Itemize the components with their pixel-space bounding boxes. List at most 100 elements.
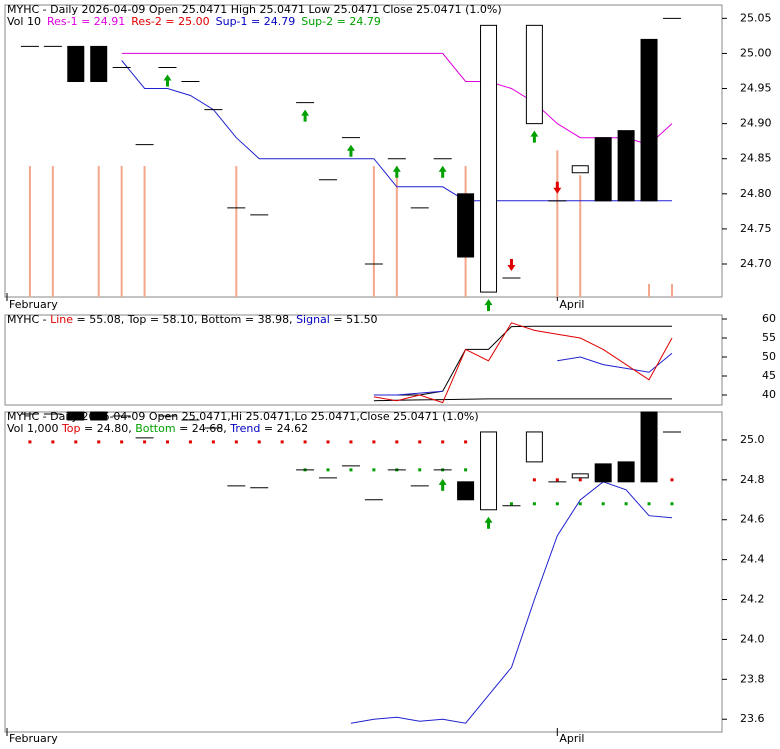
candle-body — [525, 24, 543, 125]
buy-arrow — [392, 165, 401, 178]
header-text: Vol 10 — [7, 15, 41, 28]
line-series — [121, 52, 673, 146]
line-dot — [74, 440, 78, 444]
candle-body — [457, 193, 475, 258]
header-text: Line — [50, 313, 73, 326]
line-dot — [532, 502, 536, 506]
header-text: Signal — [296, 313, 330, 326]
line-dot — [326, 468, 330, 472]
buy-arrow — [301, 109, 310, 122]
candle-body — [617, 461, 635, 483]
line-dot — [372, 440, 376, 444]
header-text: Res-2 = 25.00 — [131, 15, 209, 28]
line-dot — [211, 440, 215, 444]
buy-arrow — [438, 478, 447, 491]
header-text: = 24.62 — [260, 422, 308, 435]
candle-body — [90, 45, 108, 83]
line-dot — [234, 440, 238, 444]
line-dot — [166, 440, 170, 444]
y-tick-label: 50 — [762, 350, 776, 363]
buy-arrow — [346, 144, 355, 157]
y-tick-label: 25.05 — [740, 11, 772, 24]
header-text: Trend — [229, 422, 260, 435]
line-dot — [143, 440, 147, 444]
y-tick-label: 24.6 — [740, 513, 765, 526]
x-tick-label: February — [9, 732, 58, 745]
line-series — [373, 352, 673, 396]
y-tick-label: 23.8 — [740, 672, 765, 685]
line-dot — [418, 468, 422, 472]
line-series — [373, 322, 673, 404]
y-tick-label: 25.0 — [740, 433, 765, 446]
header-text: Top — [61, 422, 81, 435]
y-tick-label: 23.6 — [740, 712, 765, 725]
x-tick-label: April — [559, 732, 584, 745]
panel: 40 45 50 55 60 MYHC - Line = 55.08, Top = 58.… — [4, 312, 776, 406]
candle-body — [571, 165, 589, 174]
line-dot — [464, 468, 468, 472]
candle-body — [90, 411, 108, 421]
line-dot — [51, 440, 55, 444]
line-dot — [303, 440, 307, 444]
buy-arrow — [438, 165, 447, 178]
line-dot — [349, 468, 353, 472]
panel-header: Vol 1,000 Top = 24.80, Bottom = 24.68, T… — [7, 422, 308, 435]
line-series — [373, 398, 672, 402]
volume-bar — [556, 150, 559, 297]
y-tick-label: 24.95 — [740, 82, 772, 95]
volume-bar — [51, 166, 54, 297]
candle-body — [457, 481, 475, 501]
x-tick-label: April — [559, 298, 584, 311]
panel-header: Vol 10 Res-1 = 24.91 Res-2 = 25.00 Sup-1 = … — [7, 15, 381, 28]
line-dot — [532, 478, 536, 482]
y-tick-label: 45 — [762, 369, 776, 382]
volume-bar — [120, 166, 123, 297]
y-tick-label: 24.85 — [740, 152, 772, 165]
candle-body — [617, 130, 635, 202]
line-dot — [670, 502, 674, 506]
volume-bar — [235, 166, 238, 297]
line-dot — [464, 440, 468, 444]
volume-bar — [97, 166, 100, 297]
header-text: Sup-2 = 24.79 — [301, 15, 381, 28]
y-tick-label: 24.80 — [740, 187, 772, 200]
candle-body — [480, 431, 498, 511]
y-tick-label: 25.00 — [740, 46, 772, 59]
candle-body — [67, 45, 85, 83]
y-tick-label: 24.0 — [740, 632, 765, 645]
line-dot — [578, 478, 582, 482]
line-dot — [349, 440, 353, 444]
candle-body — [571, 473, 589, 479]
panel-frame — [4, 314, 723, 406]
candle-body — [480, 24, 498, 293]
header-text: Vol 1,000 — [7, 422, 62, 435]
sell-arrow — [507, 259, 516, 272]
line-dot — [670, 478, 674, 482]
header-text: = 55.08, Top = 58.10, Bottom = 38.98, — [73, 313, 296, 326]
volume-bar — [143, 166, 146, 297]
sell-arrow — [553, 181, 562, 194]
panel-frame — [4, 4, 723, 298]
line-dot — [280, 440, 284, 444]
header-text: = 24.80, — [81, 422, 136, 435]
y-tick-label: 40 — [762, 388, 776, 401]
y-tick-label: 24.2 — [740, 593, 765, 606]
panel: 24.70 24.75 24.80 24.85 24.90 24.95 25.00 25.05… — [4, 3, 772, 312]
line-dot — [418, 440, 422, 444]
header-text: = 24.68, — [176, 422, 231, 435]
volume-bar — [395, 166, 398, 297]
candle-body — [640, 38, 658, 202]
panel-header: MYHC - Line = 55.08, Top = 58.10, Bottom… — [7, 313, 378, 326]
line-dot — [326, 440, 330, 444]
line-dot — [578, 502, 582, 506]
volume-bar — [28, 166, 31, 297]
header-text: Res-1 = 24.91 — [47, 15, 125, 28]
y-tick-label: 24.4 — [740, 553, 765, 566]
header-text: MYHC - Daily 2026-04-09 Open 25.0471 Hig… — [7, 3, 502, 16]
line-series — [350, 481, 673, 724]
y-tick-label: 24.90 — [740, 117, 772, 130]
candle-body — [67, 411, 85, 421]
candle-body — [640, 411, 658, 483]
line-dot — [97, 440, 101, 444]
